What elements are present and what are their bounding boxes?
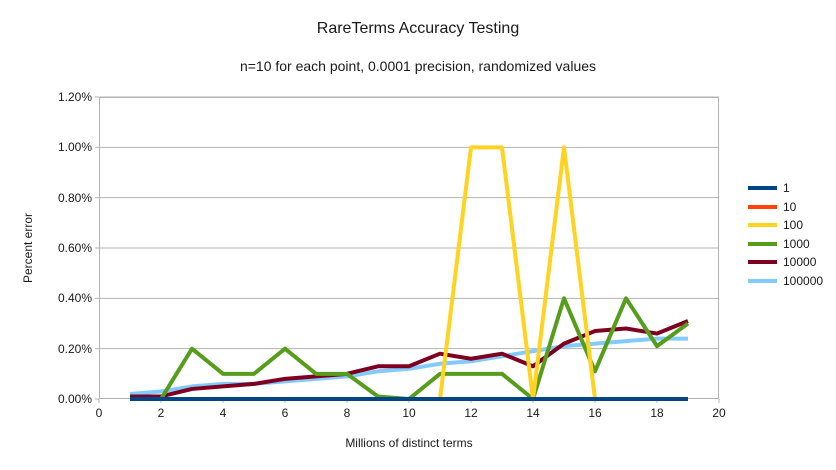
legend-swatch-icon	[748, 241, 777, 246]
x-tick-label: 2	[157, 406, 165, 420]
legend-entry-100000: 100000	[748, 272, 823, 291]
legend-label: 1	[783, 181, 790, 196]
y-tick-label: 0.60%	[57, 241, 92, 255]
x-tick-label: 12	[464, 406, 478, 420]
x-tick-label: 6	[281, 406, 289, 420]
legend-entry-1000: 1000	[748, 235, 823, 254]
chart-title: RareTerms Accuracy Testing	[316, 20, 520, 37]
chart-subtitle: n=10 for each point, 0.0001 precision, r…	[239, 58, 597, 74]
y-tick-label: 0.00%	[57, 392, 92, 406]
legend-entry-1: 1	[748, 179, 823, 198]
legend-entry-100: 100	[748, 216, 823, 235]
legend-label: 100	[783, 218, 804, 233]
x-tick-label: 10	[402, 406, 416, 420]
x-tick-label: 14	[526, 406, 540, 420]
x-tick-label: 20	[712, 406, 726, 420]
legend-label: 100000	[783, 273, 824, 288]
y-axis-title: Percent error	[21, 212, 35, 284]
x-tick-label: 16	[588, 406, 602, 420]
x-tick-label: 8	[343, 406, 351, 420]
x-tick-label: 4	[219, 406, 227, 420]
legend-swatch-icon	[748, 223, 777, 228]
legend-label: 1000	[783, 236, 810, 251]
legend-swatch-icon	[748, 260, 777, 265]
y-tick-label: 1.00%	[57, 140, 92, 155]
x-axis-title: Millions of distinct terms	[345, 436, 473, 450]
y-tick-label: 0.40%	[57, 291, 92, 306]
legend-label: 10000	[783, 255, 817, 270]
series-line-10000	[130, 319, 689, 399]
legend-label: 10	[783, 199, 797, 214]
series-line-100	[130, 145, 688, 401]
legend-entry-10000: 10000	[748, 253, 823, 272]
legend-swatch-icon	[748, 204, 777, 209]
series-line-100000	[129, 336, 688, 396]
y-tick-label: 0.20%	[57, 341, 92, 356]
x-tick-label: 18	[650, 406, 664, 420]
legend-swatch-icon	[748, 278, 777, 283]
legend: 1 10 100 1000 10000 100000	[748, 179, 823, 290]
legend-swatch-icon	[748, 186, 777, 191]
legend-entry-10: 10	[748, 198, 823, 217]
y-tick-label: 1.20%	[57, 90, 92, 104]
x-tick-label: 0	[95, 406, 103, 420]
plot-svg	[95, 96, 720, 403]
y-tick-label: 0.80%	[57, 190, 92, 205]
